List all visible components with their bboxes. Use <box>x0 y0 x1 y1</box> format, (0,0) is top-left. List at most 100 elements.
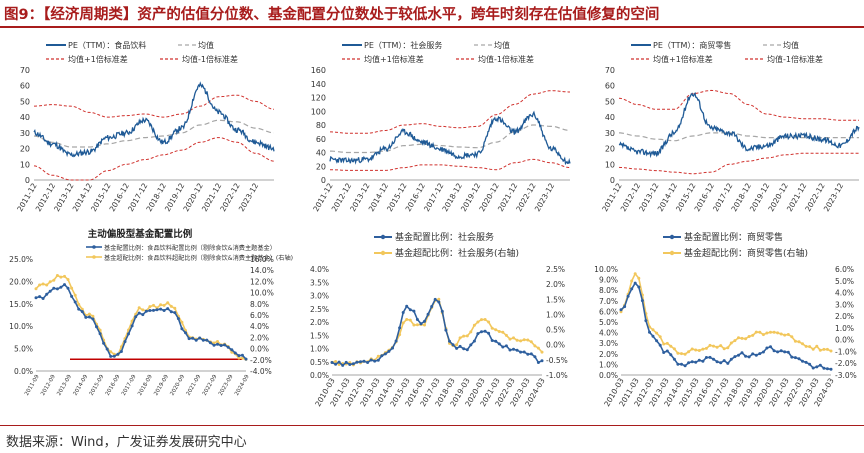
y2-tick-label: -1.0% <box>546 371 568 380</box>
series-over-point <box>690 347 694 351</box>
series-over-point <box>216 340 219 343</box>
series-fund-point <box>359 360 362 364</box>
series-over-point <box>494 328 498 332</box>
series-over-point <box>512 336 515 340</box>
y2-tick-label: 4.0% <box>250 322 269 331</box>
series-fund-point <box>623 305 627 309</box>
series-fund-point <box>508 348 512 352</box>
series-fund-point <box>355 360 359 364</box>
series-over-point <box>412 323 416 327</box>
series-over-point <box>708 343 712 347</box>
legend-marker-over <box>92 255 96 259</box>
legend: 基金配置比例：食品饮料配置比例（剔除食饮&消费主题基金） 基金超配比例：食品饮料超… <box>86 244 293 262</box>
series-lower-band <box>618 152 859 175</box>
y-tick-label: 0.0% <box>599 371 618 380</box>
series-over-point <box>744 337 748 341</box>
series-over-point <box>669 344 673 348</box>
series-over-point <box>476 320 480 324</box>
series-fund-point <box>87 315 91 319</box>
y2-tick-label: 2.0% <box>546 280 565 289</box>
series-fund-point <box>102 341 106 345</box>
series-over-point <box>793 339 797 343</box>
series-fund-point <box>233 351 237 355</box>
legend-label-fund: 基金配置比例：商贸零售 <box>684 231 783 243</box>
series-over-point <box>148 305 152 309</box>
series-over-point <box>540 350 544 354</box>
series-over-point <box>501 330 505 334</box>
series-over-point <box>680 352 683 356</box>
series-fund-point <box>55 287 59 291</box>
series-fund-point <box>216 342 219 346</box>
y-tick-label: 40 <box>605 113 615 122</box>
series-fund-point <box>105 347 109 351</box>
series-fund-point <box>801 359 804 363</box>
series-over-point <box>655 331 659 335</box>
series-fund-point <box>754 353 758 357</box>
series-over-point <box>726 346 730 350</box>
y2-tick-label: 8.0% <box>250 300 269 309</box>
series-over-point <box>437 297 441 301</box>
y2-tick-label: 6.0% <box>835 265 854 274</box>
y2-tick-label: 0.5% <box>546 326 565 335</box>
series-over-point <box>719 344 723 348</box>
series-pe <box>618 91 860 159</box>
series-fund-point <box>433 297 437 301</box>
series-fund-point <box>487 331 491 335</box>
series-fund-point <box>95 325 98 329</box>
series-over-point <box>822 347 826 351</box>
series-over-point <box>87 312 91 316</box>
y-tick-label: 2.0% <box>599 350 618 359</box>
series-fund-point <box>526 352 530 356</box>
series-fund-point <box>351 362 355 366</box>
y-tick-label: 60 <box>20 82 30 91</box>
series-over-point <box>637 276 641 280</box>
series-fund-point <box>412 309 416 313</box>
series-fund-point <box>708 355 712 359</box>
legend-label-upper: 均值+1倍标准差 <box>653 54 713 64</box>
series-lower-band <box>33 137 275 181</box>
series-fund-point <box>729 357 733 361</box>
series-fund-point <box>483 329 487 333</box>
series-fund-point <box>655 339 659 343</box>
series-fund-point <box>536 361 540 364</box>
series-over-point <box>59 275 63 279</box>
series-fund-point <box>494 339 498 343</box>
legend-label-upper: 均值+1倍标准差 <box>68 54 128 64</box>
legend-label-over: 基金超配比例：食品饮料超配比例（剔除食饮&消费主题基金）(右轴) <box>104 254 293 262</box>
x-tick-label: 2015-09 <box>89 374 106 397</box>
series-fund-point <box>73 300 77 304</box>
y-tick-label: 80 <box>316 121 326 130</box>
series-over-point <box>651 328 655 332</box>
y2-tick-label: 12.0% <box>250 277 274 286</box>
series-over-point <box>704 346 708 350</box>
series-fund-point <box>722 359 726 363</box>
series-fund-point <box>626 294 630 298</box>
y-tick-label: 40 <box>316 149 326 158</box>
series-upper-band <box>618 89 859 121</box>
series-upper-band <box>330 90 570 134</box>
series-fund-point <box>533 355 537 359</box>
series-over-point <box>712 344 715 348</box>
series-over-point <box>751 333 755 337</box>
series-fund-point <box>219 344 223 347</box>
series-fund-point <box>704 356 708 359</box>
y-tick-label: 0.0% <box>14 367 33 376</box>
y-tick-label: 3.0% <box>599 339 618 348</box>
series-over-point <box>729 341 733 345</box>
y-tick-label: 70 <box>605 66 615 75</box>
x-tick-label: 2022-09 <box>202 374 219 397</box>
series-fund-point <box>34 296 38 300</box>
series-over-point <box>408 318 412 322</box>
series-over-point <box>490 326 494 330</box>
series-fund-point <box>348 363 352 366</box>
series-fund-line <box>331 298 543 367</box>
series-over-point <box>73 293 77 297</box>
series-fund-point <box>373 359 377 363</box>
fund-chart-svg: 主动偏股型基金配置比例基金配置比例：食品饮料配置比例（剔除食饮&消费主题基金）基… <box>9 228 293 397</box>
series-fund-point <box>187 337 191 341</box>
series-fund-point <box>38 295 42 299</box>
y-tick-label: 25.0% <box>9 255 33 264</box>
series-over-point <box>630 279 634 283</box>
